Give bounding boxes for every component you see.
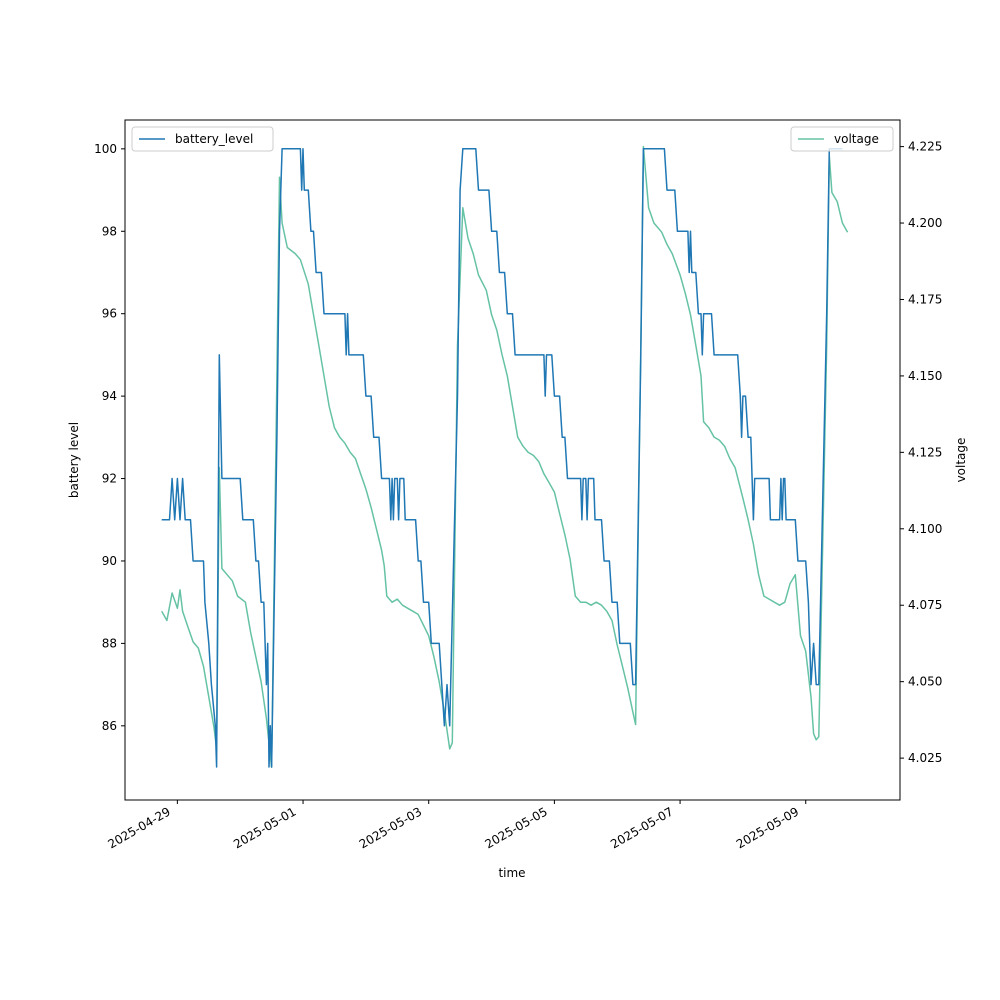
x-tick-label: 2025-05-03: [357, 804, 424, 851]
legend-voltage: voltage: [790, 126, 894, 152]
y-tick-label: 90: [102, 554, 117, 568]
y2-tick-label: 4.075: [908, 598, 942, 612]
y2-axis-label: voltage: [954, 438, 968, 483]
plot-area: [161, 145, 849, 769]
x-tick-label: 2025-05-07: [608, 804, 675, 851]
y2-tick-label: 4.025: [908, 751, 942, 765]
plot-frame: [124, 119, 901, 801]
y2-tick-label: 4.225: [908, 140, 942, 154]
legend-battery-level: battery_level: [131, 126, 274, 152]
y-axis-label: battery level: [67, 422, 81, 498]
y-tick-label: 94: [102, 389, 117, 403]
y2-tick-label: 4.050: [908, 675, 942, 689]
axes: 2025-04-29 2025-05-01 2025-05-03 2025-05-05…: [94, 119, 942, 851]
y2-tick-label: 4.200: [908, 216, 942, 230]
x-tick-label: 2025-05-05: [482, 804, 549, 851]
x-tick-label: 2025-05-01: [231, 804, 298, 851]
legend-box: [790, 126, 894, 152]
legend-label: voltage: [834, 132, 879, 146]
y2-tick-label: 4.125: [908, 445, 942, 459]
y2-tick-label: 4.150: [908, 369, 942, 383]
x-axis-label: time: [498, 866, 525, 880]
y2-tick-label: 4.175: [908, 292, 942, 306]
y-tick-label: 100: [94, 142, 117, 156]
legend-label: battery_level: [175, 132, 253, 146]
y-tick-label: 92: [102, 472, 117, 486]
series-line-battery-level: [161, 148, 843, 768]
x-tick-label: 2025-05-09: [734, 804, 801, 851]
y-tick-label: 88: [102, 636, 117, 650]
y-tick-label: 98: [102, 224, 117, 238]
y-tick-label: 86: [102, 719, 117, 733]
y-tick-label: 96: [102, 307, 117, 321]
x-tick-label: 2025-04-29: [105, 804, 172, 851]
legend-box: [131, 126, 274, 152]
y2-tick-label: 4.100: [908, 522, 942, 536]
series-line-voltage: [161, 145, 849, 769]
